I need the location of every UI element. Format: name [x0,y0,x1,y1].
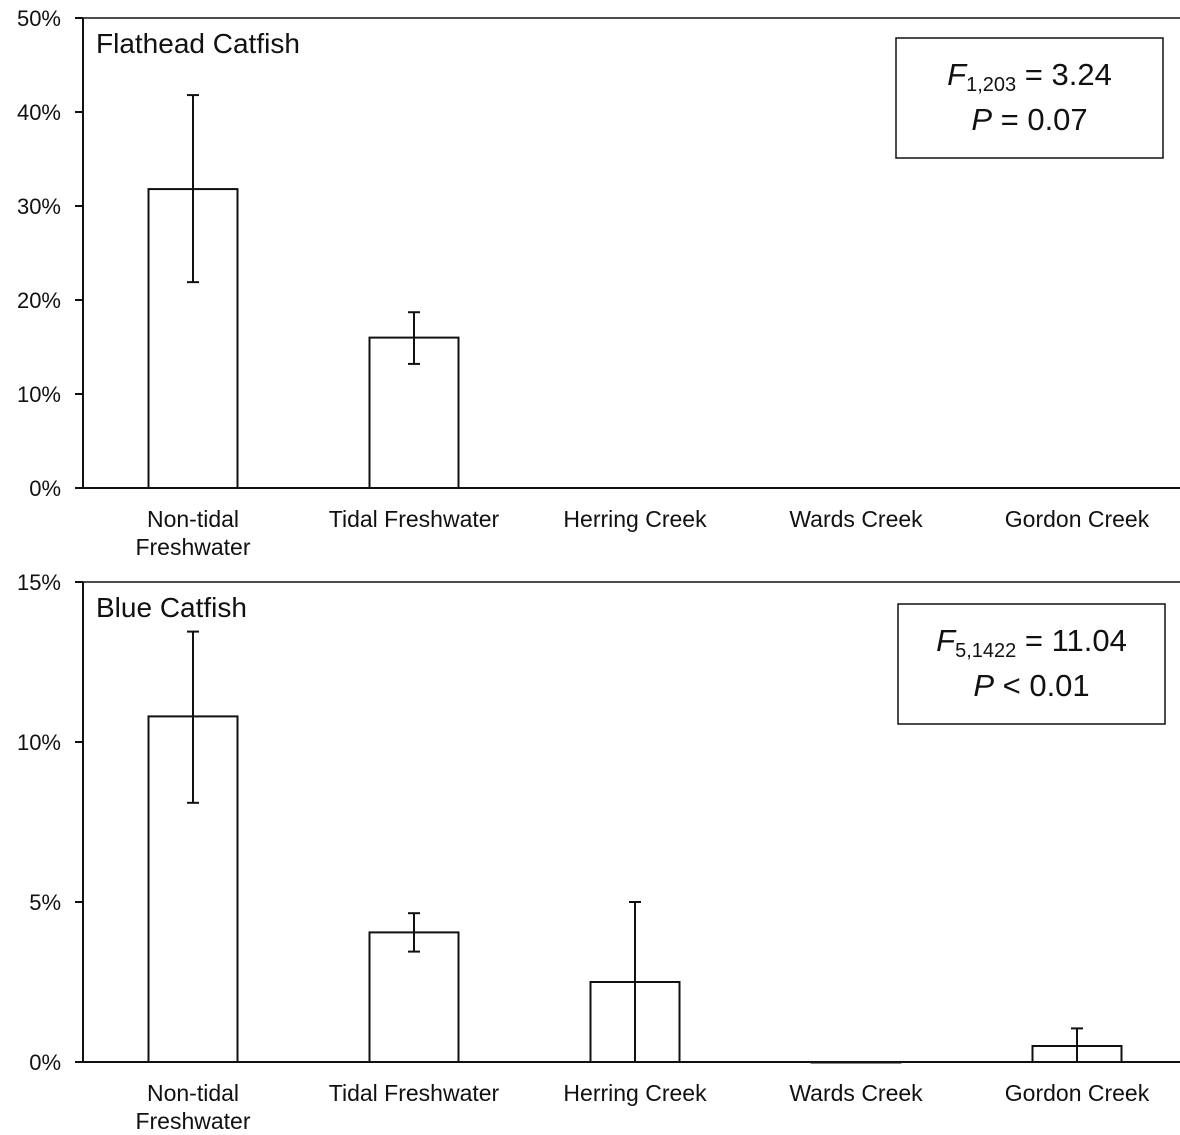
chart-panel-2: 0% 5% 10% 15% Non-tidal Freshwater Tidal Fresh… [17,570,1180,1134]
x-tick-label: Non-tidal Freshwater [135,1080,250,1134]
stat-box [895,37,1164,159]
p-symbol: P [971,102,992,137]
y-tick-label: 40% [17,100,61,125]
stat-box [897,603,1166,725]
x-tick-label: Wards Creek [789,1080,923,1106]
panel-title: Flathead Catfish [96,28,300,59]
p-statistic: P < 0.01 [973,668,1089,703]
chart-panel-1: 0% 10% 20% 30% 40% 50% Non-tidal Freshwater Tida… [17,6,1180,560]
x-tick-label: Tidal Freshwater [329,1080,500,1106]
x-tick-label: Herring Creek [563,1080,707,1106]
p-value: < 0.01 [994,668,1090,703]
x-tick-label: Wards Creek [789,506,923,532]
p-symbol: P [973,668,994,703]
f-statistic: F5,1422 = 11.04 [936,623,1127,662]
y-tick-label: 0% [29,476,61,501]
y-tick-label: 50% [17,6,61,31]
x-tick-label: Gordon Creek [1005,1080,1150,1106]
f-symbol: F [947,57,968,92]
f-value: = 3.24 [1016,57,1112,92]
y-tick-label: 10% [17,730,61,755]
x-tick-label: Herring Creek [563,506,707,532]
f-value: = 11.04 [1016,623,1127,658]
x-tick-label-line: Freshwater [135,1108,250,1134]
x-tick-label-line: Non-tidal [147,1080,239,1106]
x-tick-label-line: Gordon Creek [1005,506,1150,532]
bar [368,931,460,1064]
f-symbol: F [936,623,957,658]
x-tick-label-line: Wards Creek [789,506,923,532]
x-tick-label-line: Non-tidal [147,506,239,532]
y-tick-label: 15% [17,570,61,595]
x-tick-label-line: Freshwater [135,534,250,560]
f-statistic: F1,203 = 3.24 [947,57,1112,96]
y-tick-label: 10% [17,382,61,407]
x-tick-label: Tidal Freshwater [329,506,500,532]
p-value: = 0.07 [992,102,1088,137]
x-tick-label-line: Tidal Freshwater [329,1080,500,1106]
f-subscript: 1,203 [966,74,1016,96]
x-tick-label-line: Gordon Creek [1005,1080,1150,1106]
x-tick-label-line: Tidal Freshwater [329,506,500,532]
f-subscript: 5,1422 [955,640,1016,662]
p-statistic: P = 0.07 [971,102,1087,137]
panel-title: Blue Catfish [96,592,247,623]
x-tick-label-line: Herring Creek [563,1080,707,1106]
x-tick-label: Non-tidal Freshwater [135,506,250,560]
y-tick-label: 30% [17,194,61,219]
x-tick-label-line: Herring Creek [563,506,707,532]
x-tick-label-line: Wards Creek [789,1080,923,1106]
x-tick-label: Gordon Creek [1005,506,1150,532]
y-tick-label: 20% [17,288,61,313]
y-tick-label: 5% [29,890,61,915]
y-tick-label: 0% [29,1050,61,1075]
bar [810,1061,902,1064]
